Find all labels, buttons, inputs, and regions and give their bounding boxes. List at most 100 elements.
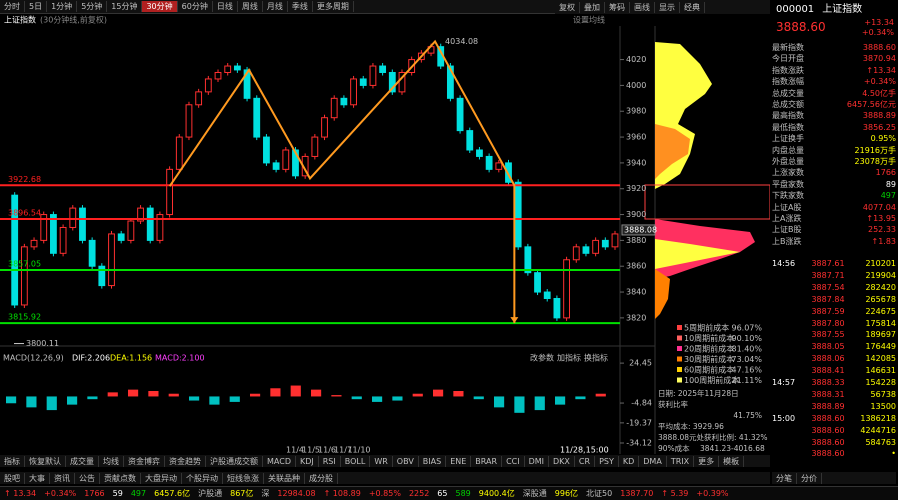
news-tab[interactable]: 关联品种 bbox=[264, 472, 305, 484]
indicator-tab[interactable]: 模板 bbox=[719, 455, 745, 467]
trade-volume: 146631 bbox=[865, 366, 896, 376]
indicator-tab[interactable]: OBV bbox=[393, 455, 419, 467]
quote-row: 最高指数 3888.89 bbox=[772, 110, 896, 121]
indicator-tab[interactable]: 更多 bbox=[694, 455, 720, 467]
period-tab[interactable]: 更多周期 bbox=[313, 1, 354, 12]
trade-volume: 154228 bbox=[865, 378, 896, 387]
last-label: 3888.08 bbox=[624, 225, 657, 234]
candle-body bbox=[292, 149, 299, 177]
period-tab[interactable]: 60分钟 bbox=[178, 1, 213, 12]
news-tab[interactable]: 大事 bbox=[25, 472, 50, 484]
trade-row: 3887.59 224675 bbox=[772, 306, 896, 317]
indicator-tab[interactable]: MACD bbox=[263, 455, 296, 467]
indicator-tab[interactable]: CCI bbox=[502, 455, 525, 467]
legend-swatch bbox=[677, 367, 682, 372]
period-tab[interactable]: 5日 bbox=[25, 1, 48, 12]
period-tab[interactable]: 月线 bbox=[263, 1, 288, 12]
indicator-tab[interactable]: DMI bbox=[525, 455, 550, 467]
level-label: 3857.05 bbox=[8, 260, 41, 269]
candle-body bbox=[359, 78, 367, 86]
tool-tab[interactable]: 叠加 bbox=[580, 1, 605, 13]
indicator-tab[interactable]: 沪股通成交额 bbox=[206, 455, 263, 467]
indicator-tab[interactable]: BIAS bbox=[419, 455, 447, 467]
indicator-tab[interactable]: KD bbox=[619, 455, 640, 467]
tool-tab[interactable]: 筹码 bbox=[605, 1, 630, 13]
news-tab[interactable]: 公告 bbox=[75, 472, 100, 484]
period-tab[interactable]: 季线 bbox=[288, 1, 313, 12]
indicator-tab[interactable]: KDJ bbox=[296, 455, 319, 467]
indicator-tab[interactable]: BOLL bbox=[341, 455, 371, 467]
news-tab[interactable]: 短线急涨 bbox=[223, 472, 264, 484]
candle-body bbox=[601, 239, 609, 248]
status-item: +0.85% bbox=[368, 489, 401, 498]
period-tab[interactable]: 分时 bbox=[0, 1, 25, 12]
macd-bar bbox=[473, 396, 484, 400]
tool-tab[interactable]: 经典 bbox=[680, 1, 705, 13]
trade-volume: 176449 bbox=[865, 342, 896, 352]
trade-price: 3887.54 bbox=[811, 282, 845, 292]
indicator-tab[interactable]: CR bbox=[575, 455, 596, 467]
macd-bar bbox=[229, 396, 240, 402]
news-tab[interactable]: 大盘异动 bbox=[141, 472, 182, 484]
quote-row: 上证B股 252.33 bbox=[772, 224, 896, 235]
indicator-tab[interactable]: PSY bbox=[595, 455, 619, 467]
period-tab[interactable]: 1分钟 bbox=[47, 1, 78, 12]
trade-time bbox=[772, 329, 800, 340]
indicator-tab[interactable]: ENE bbox=[446, 455, 472, 467]
trade-time: 14:56 bbox=[772, 259, 796, 268]
tool-tab[interactable]: 画线 bbox=[630, 1, 655, 13]
status-item: +0.34% bbox=[44, 489, 77, 498]
tool-tab[interactable]: 显示 bbox=[655, 1, 680, 13]
indicator-tab[interactable]: DMA bbox=[639, 455, 667, 467]
quote-label: 上证A股 bbox=[772, 202, 802, 212]
indicator-tab[interactable]: 指标 bbox=[0, 455, 25, 467]
macd-button[interactable]: 加指标 bbox=[557, 353, 581, 363]
indicator-tab[interactable]: WR bbox=[370, 455, 393, 467]
indicator-tab[interactable]: TRIX bbox=[667, 455, 695, 467]
trade-row: 3887.80 175814 bbox=[772, 318, 896, 329]
trade-row: 3888.60 584763 bbox=[772, 437, 896, 448]
pct: +0.34% bbox=[861, 28, 894, 37]
news-tab[interactable]: 股吧 bbox=[0, 472, 25, 484]
indicator-tab[interactable]: BRAR bbox=[471, 455, 503, 467]
indicator-tab[interactable]: 均线 bbox=[99, 455, 124, 467]
status-item: 深股通 bbox=[522, 489, 547, 498]
news-tab[interactable]: 成分股 bbox=[305, 472, 338, 484]
trade-price: 3888.89 bbox=[811, 401, 845, 411]
indicator-tab[interactable]: 成交量 bbox=[66, 455, 99, 467]
period-tab[interactable]: 15分钟 bbox=[107, 1, 143, 12]
indicator-tab[interactable]: 资金博弈 bbox=[124, 455, 165, 467]
level-label: 3815.92 bbox=[8, 313, 41, 322]
candle-body bbox=[166, 168, 174, 216]
period-tab[interactable]: 日线 bbox=[213, 1, 238, 12]
quote-tab[interactable]: 分笔 bbox=[772, 472, 797, 484]
tool-tab[interactable]: 复权 bbox=[555, 1, 580, 13]
trade-volume: 1386218 bbox=[860, 413, 896, 423]
quote-row: 最新指数 3888.60 bbox=[772, 42, 896, 53]
macd-button[interactable]: 改参数 bbox=[530, 353, 554, 363]
period-tab[interactable]: 5分钟 bbox=[77, 1, 108, 12]
indicator-tab[interactable]: 恢复默认 bbox=[25, 455, 66, 467]
news-tab[interactable]: 个股异动 bbox=[182, 472, 223, 484]
indicator-tab[interactable]: RSI bbox=[319, 455, 341, 467]
quote-value: ↑13.95 bbox=[866, 214, 896, 223]
candle-body bbox=[582, 246, 590, 254]
macd-bar bbox=[270, 388, 281, 397]
quote-tab[interactable]: 分价 bbox=[797, 472, 822, 484]
macd-button[interactable]: 换指标 bbox=[584, 353, 608, 363]
candle-body bbox=[553, 298, 561, 319]
ma-setting[interactable]: 设置均线 bbox=[573, 15, 605, 25]
indicator-tab[interactable]: DKX bbox=[549, 455, 575, 467]
period-tab[interactable]: 30分钟 bbox=[142, 1, 178, 12]
news-tab[interactable]: 资讯 bbox=[50, 472, 75, 484]
legend-value: 81.40% bbox=[731, 345, 762, 354]
candle-body bbox=[456, 97, 464, 132]
period-tab[interactable]: 周线 bbox=[238, 1, 263, 12]
candle-body bbox=[224, 65, 232, 73]
trade-row: 14:56 3887.61 210201 bbox=[772, 258, 896, 269]
news-tab[interactable]: 贡献点数 bbox=[100, 472, 141, 484]
tools: 复权 叠加 筹码 画线 显示 经典 bbox=[555, 0, 770, 14]
candle-body bbox=[243, 69, 251, 99]
indicator-tab[interactable]: 资金趋势 bbox=[165, 455, 206, 467]
trade-time bbox=[772, 437, 800, 448]
